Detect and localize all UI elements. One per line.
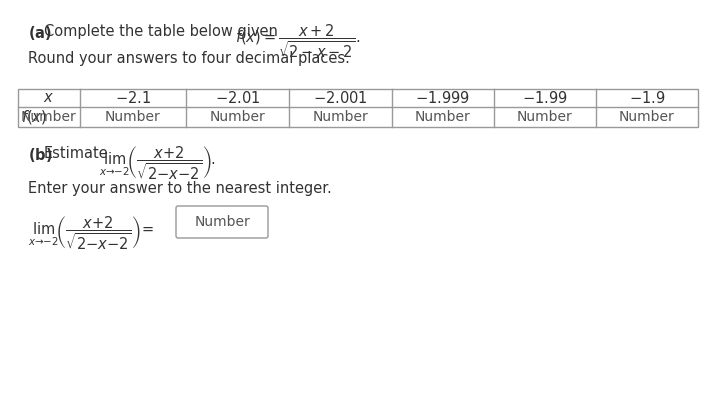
Bar xyxy=(18,89,698,127)
Text: $-1.9$: $-1.9$ xyxy=(629,90,665,106)
Text: Number: Number xyxy=(313,110,368,124)
Text: $-2.01$: $-2.01$ xyxy=(215,90,260,106)
Text: $-2.001$: $-2.001$ xyxy=(313,90,368,106)
Text: Number: Number xyxy=(517,110,573,124)
FancyBboxPatch shape xyxy=(176,206,268,238)
Text: $\mathbf{(b)}$: $\mathbf{(b)}$ xyxy=(28,146,52,164)
Text: $-1.999$: $-1.999$ xyxy=(415,90,470,106)
Text: Number: Number xyxy=(210,110,266,124)
Text: $f(x)$: $f(x)$ xyxy=(21,108,47,126)
Text: Number: Number xyxy=(194,215,250,229)
Text: $\mathbf{(a)}$: $\mathbf{(a)}$ xyxy=(28,24,52,42)
Text: $-1.99$: $-1.99$ xyxy=(522,90,568,106)
Text: Number: Number xyxy=(415,110,471,124)
Text: Estimate: Estimate xyxy=(44,146,109,161)
Text: Enter your answer to the nearest integer.: Enter your answer to the nearest integer… xyxy=(28,181,332,196)
Text: $f\left(x\right) = \dfrac{x+2}{\sqrt{2-x-2}}.$: $f\left(x\right) = \dfrac{x+2}{\sqrt{2-x… xyxy=(235,22,361,60)
Text: $-2.1$: $-2.1$ xyxy=(115,90,151,106)
Text: Number: Number xyxy=(20,110,76,124)
Text: $\lim_{x \to -2}\!\left(\dfrac{x+2}{\sqrt{2-x-2}}\right)\!.$: $\lim_{x \to -2}\!\left(\dfrac{x+2}{\sqr… xyxy=(99,144,215,182)
Text: Complete the table below given: Complete the table below given xyxy=(44,24,278,39)
Text: Number: Number xyxy=(105,110,161,124)
Text: $x$: $x$ xyxy=(44,91,54,105)
Text: Number: Number xyxy=(619,110,675,124)
Text: Round your answers to four decimal places.: Round your answers to four decimal place… xyxy=(28,51,350,66)
Text: $\lim_{x \to -2}\!\left(\dfrac{x+2}{\sqrt{2-x-2}}\right) =$: $\lim_{x \to -2}\!\left(\dfrac{x+2}{\sqr… xyxy=(28,214,154,251)
